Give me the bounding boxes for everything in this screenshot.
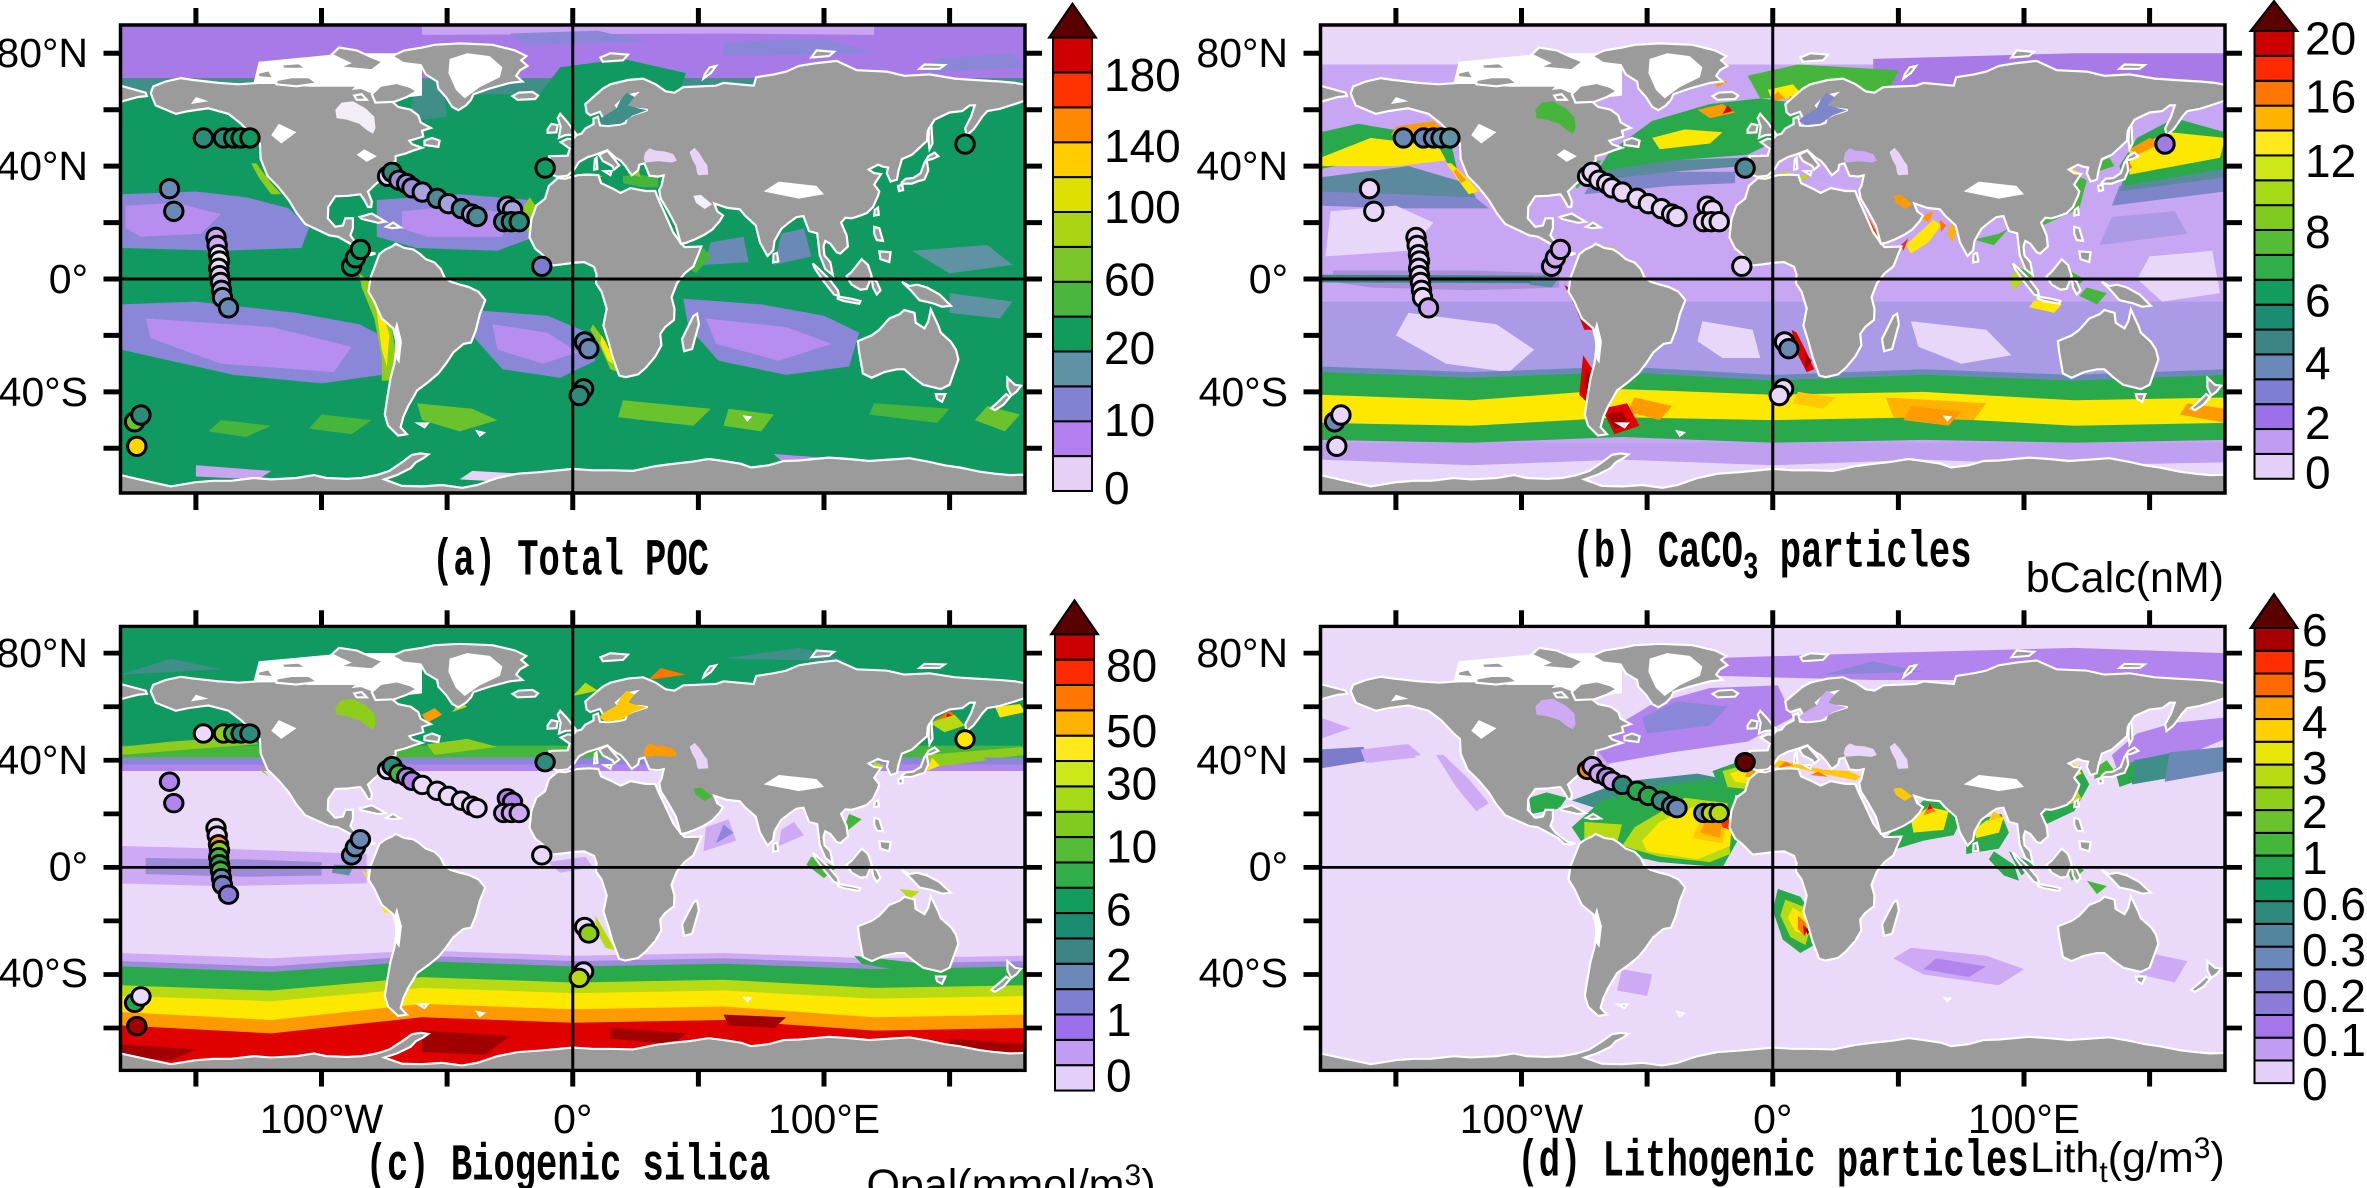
svg-text:0: 0 <box>2305 446 2331 498</box>
svg-text:0.6: 0.6 <box>2302 878 2366 930</box>
svg-text:100°E: 100°E <box>1968 1096 2080 1142</box>
svg-text:0: 0 <box>1106 1049 1132 1101</box>
svg-text:0°: 0° <box>1249 844 1288 890</box>
svg-text:0°: 0° <box>49 844 88 890</box>
svg-text:40°N: 40°N <box>0 143 88 189</box>
svg-text:6: 6 <box>2305 275 2331 327</box>
svg-text:180: 180 <box>1104 49 1181 101</box>
svg-text:40°N: 40°N <box>1196 737 1288 783</box>
svg-text:4: 4 <box>2302 696 2328 748</box>
svg-text:(a) Total POC: (a) Total POC <box>432 532 709 590</box>
svg-text:40°S: 40°S <box>1199 950 1288 996</box>
svg-text:3: 3 <box>2302 742 2328 794</box>
svg-text:2: 2 <box>1106 939 1132 991</box>
svg-text:bCalc(nM): bCalc(nM) <box>2026 554 2224 602</box>
svg-text:12: 12 <box>2305 135 2356 187</box>
svg-text:2: 2 <box>2305 397 2331 449</box>
svg-text:40°N: 40°N <box>0 737 88 783</box>
svg-text:20: 20 <box>2305 13 2356 65</box>
svg-text:5: 5 <box>2302 650 2328 702</box>
svg-text:10: 10 <box>1104 394 1155 446</box>
svg-text:(d) Lithogenic particles: (d) Lithogenic particles <box>1517 1133 2028 1188</box>
svg-text:140: 140 <box>1104 120 1181 172</box>
svg-text:0°: 0° <box>49 256 88 302</box>
svg-text:80°N: 80°N <box>1196 630 1288 676</box>
svg-text:2: 2 <box>2302 786 2328 838</box>
svg-text:6: 6 <box>2302 604 2328 656</box>
svg-text:40°S: 40°S <box>0 369 88 415</box>
svg-text:6: 6 <box>1106 883 1132 935</box>
svg-text:80°N: 80°N <box>0 630 88 676</box>
svg-text:20: 20 <box>1104 322 1155 374</box>
svg-text:0.3: 0.3 <box>2302 924 2366 976</box>
svg-text:10: 10 <box>1106 821 1157 873</box>
svg-text:40°N: 40°N <box>1196 143 1288 189</box>
svg-text:Opal(mmol/m3): Opal(mmol/m3) <box>866 1159 1155 1188</box>
svg-text:0: 0 <box>1104 462 1130 514</box>
svg-text:40°S: 40°S <box>1199 369 1288 415</box>
svg-text:(b) CaCO3 particles: (b) CaCO3 particles <box>1573 524 1972 589</box>
svg-text:16: 16 <box>2305 71 2356 123</box>
svg-text:1: 1 <box>2302 832 2328 884</box>
svg-text:80: 80 <box>1106 640 1157 692</box>
svg-text:60: 60 <box>1104 254 1155 306</box>
svg-text:100: 100 <box>1104 181 1181 233</box>
svg-text:(c) Biogenic silica: (c) Biogenic silica <box>366 1137 771 1188</box>
svg-text:100°W: 100°W <box>1460 1096 1584 1142</box>
svg-text:0°: 0° <box>1753 1096 1792 1142</box>
svg-text:100°W: 100°W <box>260 1096 384 1142</box>
svg-text:4: 4 <box>2305 337 2331 389</box>
svg-text:0.1: 0.1 <box>2302 1014 2366 1066</box>
svg-text:30: 30 <box>1106 758 1157 810</box>
svg-text:Litht(g/m3): Litht(g/m3) <box>2030 1132 2225 1188</box>
svg-text:1: 1 <box>1106 994 1132 1046</box>
svg-text:0.2: 0.2 <box>2302 970 2366 1022</box>
svg-text:0°: 0° <box>553 1096 592 1142</box>
svg-text:0: 0 <box>2302 1058 2328 1110</box>
svg-text:8: 8 <box>2305 206 2331 258</box>
svg-text:80°N: 80°N <box>1196 30 1288 76</box>
svg-text:80°N: 80°N <box>0 30 88 76</box>
svg-text:50: 50 <box>1106 705 1157 757</box>
svg-text:40°S: 40°S <box>0 950 88 996</box>
svg-text:0°: 0° <box>1249 256 1288 302</box>
svg-text:100°E: 100°E <box>768 1096 880 1142</box>
